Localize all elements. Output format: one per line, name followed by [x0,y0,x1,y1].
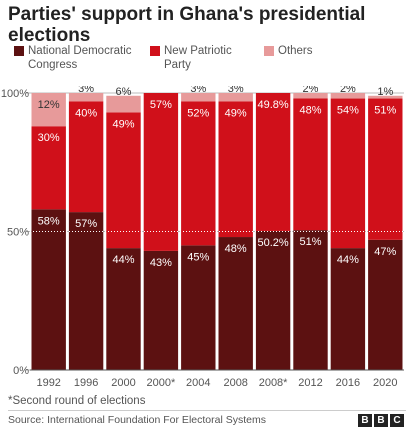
x-tick-label: 1996 [74,377,98,389]
legend: National Democratic Congress New Patriot… [0,44,414,84]
bars [31,93,403,370]
bar-segment-npp [293,98,328,231]
bar-value-label: 40% [75,107,97,119]
bar-value-label: 12% [38,99,60,111]
x-tick-label: 2004 [186,377,210,389]
bar-value-label: 2% [340,86,356,95]
bar-value-label: 57% [150,99,172,111]
bar-value-label: 49% [225,107,247,119]
bar-segment-ndc [218,237,253,370]
bar-value-label: 3% [228,86,244,95]
bar-segment-others [368,95,403,99]
bar-segment-ndc [255,230,291,370]
bar-segment-others [293,93,328,99]
bar-segment-ndc [330,248,366,370]
bar-value-label: 54% [337,105,359,117]
bar-value-label: 30% [38,132,60,144]
bar-value-label: 44% [337,254,359,266]
x-tick-label: 1992 [36,377,60,389]
bar-value-label: 48% [299,104,321,116]
bar-value-label: 51% [299,236,321,248]
legend-label-npp: New Patriotic Party [164,45,232,71]
bar-segment-ndc [106,248,141,370]
legend-label-others: Others [278,45,313,57]
x-tick-label: 2000* [147,377,176,389]
bar-value-label: 44% [112,254,134,266]
bbc-logo-block: B [358,414,372,427]
x-tick-label: 2008* [259,377,288,389]
legend-swatch-npp [150,46,160,56]
bar-value-label: 49% [112,118,134,130]
bar-value-labels: 58% 30% 12% 57% 40% 3% 44% 49% 6% 43% 57% 45% 52% 3% 4… [38,86,397,269]
bar-value-label: 49.8% [257,99,288,111]
footnote: *Second round of elections [8,395,146,407]
bar-segment-npp [330,98,366,249]
source-text: Source: International Foundation For Ele… [8,414,266,426]
bar-segment-others [330,93,366,99]
bar-segment-others [218,93,253,102]
x-axis: 1992 1996 2000 2000* 2004 2008 2008* 2012 2016 20… [30,369,404,389]
bar-value-label: 48% [225,243,247,255]
bar-segment-npp [255,93,291,231]
bar-value-label: 51% [374,105,396,117]
bar-segment-npp [143,93,179,251]
bar-segment-others [31,93,66,127]
bar-value-label: 58% [38,215,60,227]
bar-segment-npp [218,101,253,238]
bar-segment-npp [181,101,216,246]
bar-value-label: 3% [78,86,94,95]
legend-label-ndc: National Democratic Congress [28,45,132,71]
y-tick-label: 0% [13,365,29,377]
x-tick-label: 2012 [298,377,322,389]
x-tick-label: 2000 [111,377,135,389]
bar-segment-others [106,95,141,113]
bar-segment-others [68,93,104,102]
bar-value-label: 45% [187,251,209,263]
bar-segment-npp [31,126,66,210]
bar-segment-npp [68,101,104,213]
legend-swatch-others [264,46,274,56]
stacked-bar-chart: 100% 50% 0% 58% 30% 12% 57% 40% 3% 44% 49% 6% 43% 57… [1,86,404,389]
bbc-logo-block: B [374,414,388,427]
bar-segment-ndc [368,239,403,370]
bar-segment-others [181,93,216,102]
bar-segment-ndc [293,230,328,370]
bar-value-label: 52% [187,107,209,119]
bar-value-label: 47% [374,246,396,258]
bar-value-label: 3% [190,86,206,95]
legend-swatch-ndc [14,46,24,56]
source-divider [8,410,406,411]
bar-value-label: 1% [377,86,393,98]
bar-segment-ndc [68,212,104,370]
bar-segment-ndc [31,209,66,370]
bar-segment-ndc [181,245,216,370]
bar-segment-npp [368,98,403,240]
y-tick-label: 100% [1,88,29,100]
bar-value-label: 50.2% [257,237,288,249]
bbc-logo-block: C [390,414,404,427]
bar-value-label: 43% [150,257,172,269]
y-tick-label: 50% [7,227,29,239]
x-tick-label: 2016 [336,377,360,389]
x-tick-label: 2020 [373,377,397,389]
bar-value-label: 57% [75,218,97,230]
x-tick-label: 2008 [223,377,247,389]
chart-title: Parties' support in Ghana's presidential… [8,4,366,46]
bar-value-label: 2% [303,86,319,95]
bar-segment-ndc [143,250,179,370]
bar-segment-npp [106,112,141,249]
bar-value-label: 6% [116,86,132,98]
